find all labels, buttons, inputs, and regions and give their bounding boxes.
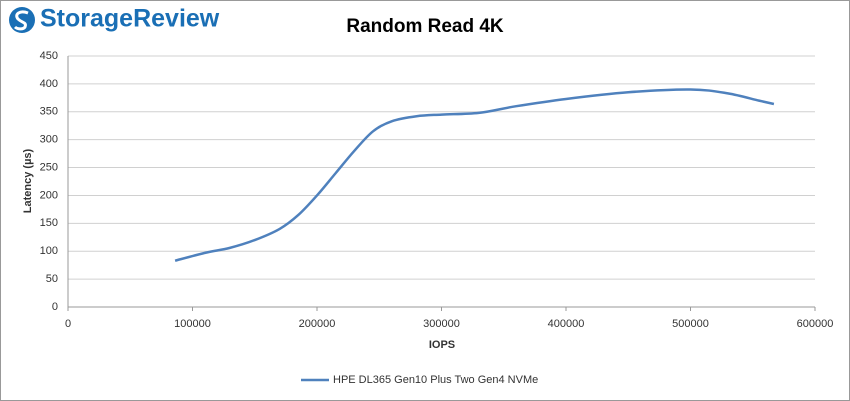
y-tick-label: 250: [40, 161, 58, 173]
x-tick-label: 500000: [672, 318, 709, 330]
y-tick-label: 450: [40, 50, 58, 62]
x-tick-label: 400000: [548, 318, 585, 330]
y-tick-label: 100: [40, 245, 58, 257]
x-tick-label: 0: [65, 318, 71, 330]
chart-title: Random Read 4K: [346, 16, 504, 37]
y-tick-label: 400: [40, 78, 58, 90]
y-tick-label: 50: [46, 273, 58, 285]
x-tick-label: 100000: [174, 318, 211, 330]
x-tick-label: 300000: [423, 318, 460, 330]
y-tick-label: 0: [52, 301, 58, 313]
y-tick-label: 150: [40, 217, 58, 229]
series-line: [174, 88, 775, 262]
x-axis-label: IOPS: [429, 339, 455, 351]
y-tick-label: 300: [40, 134, 58, 146]
y-tick-label: 200: [40, 189, 58, 201]
logo-text: StorageReview: [40, 5, 220, 33]
y-axis-label: Latency (µs): [22, 148, 34, 213]
logo: StorageReview: [9, 5, 220, 33]
legend-label: HPE DL365 Gen10 Plus Two Gen4 NVMe: [333, 374, 538, 386]
x-tick-label: 200000: [299, 318, 336, 330]
x-tick-label: 600000: [797, 318, 834, 330]
y-tick-label: 350: [40, 106, 58, 118]
